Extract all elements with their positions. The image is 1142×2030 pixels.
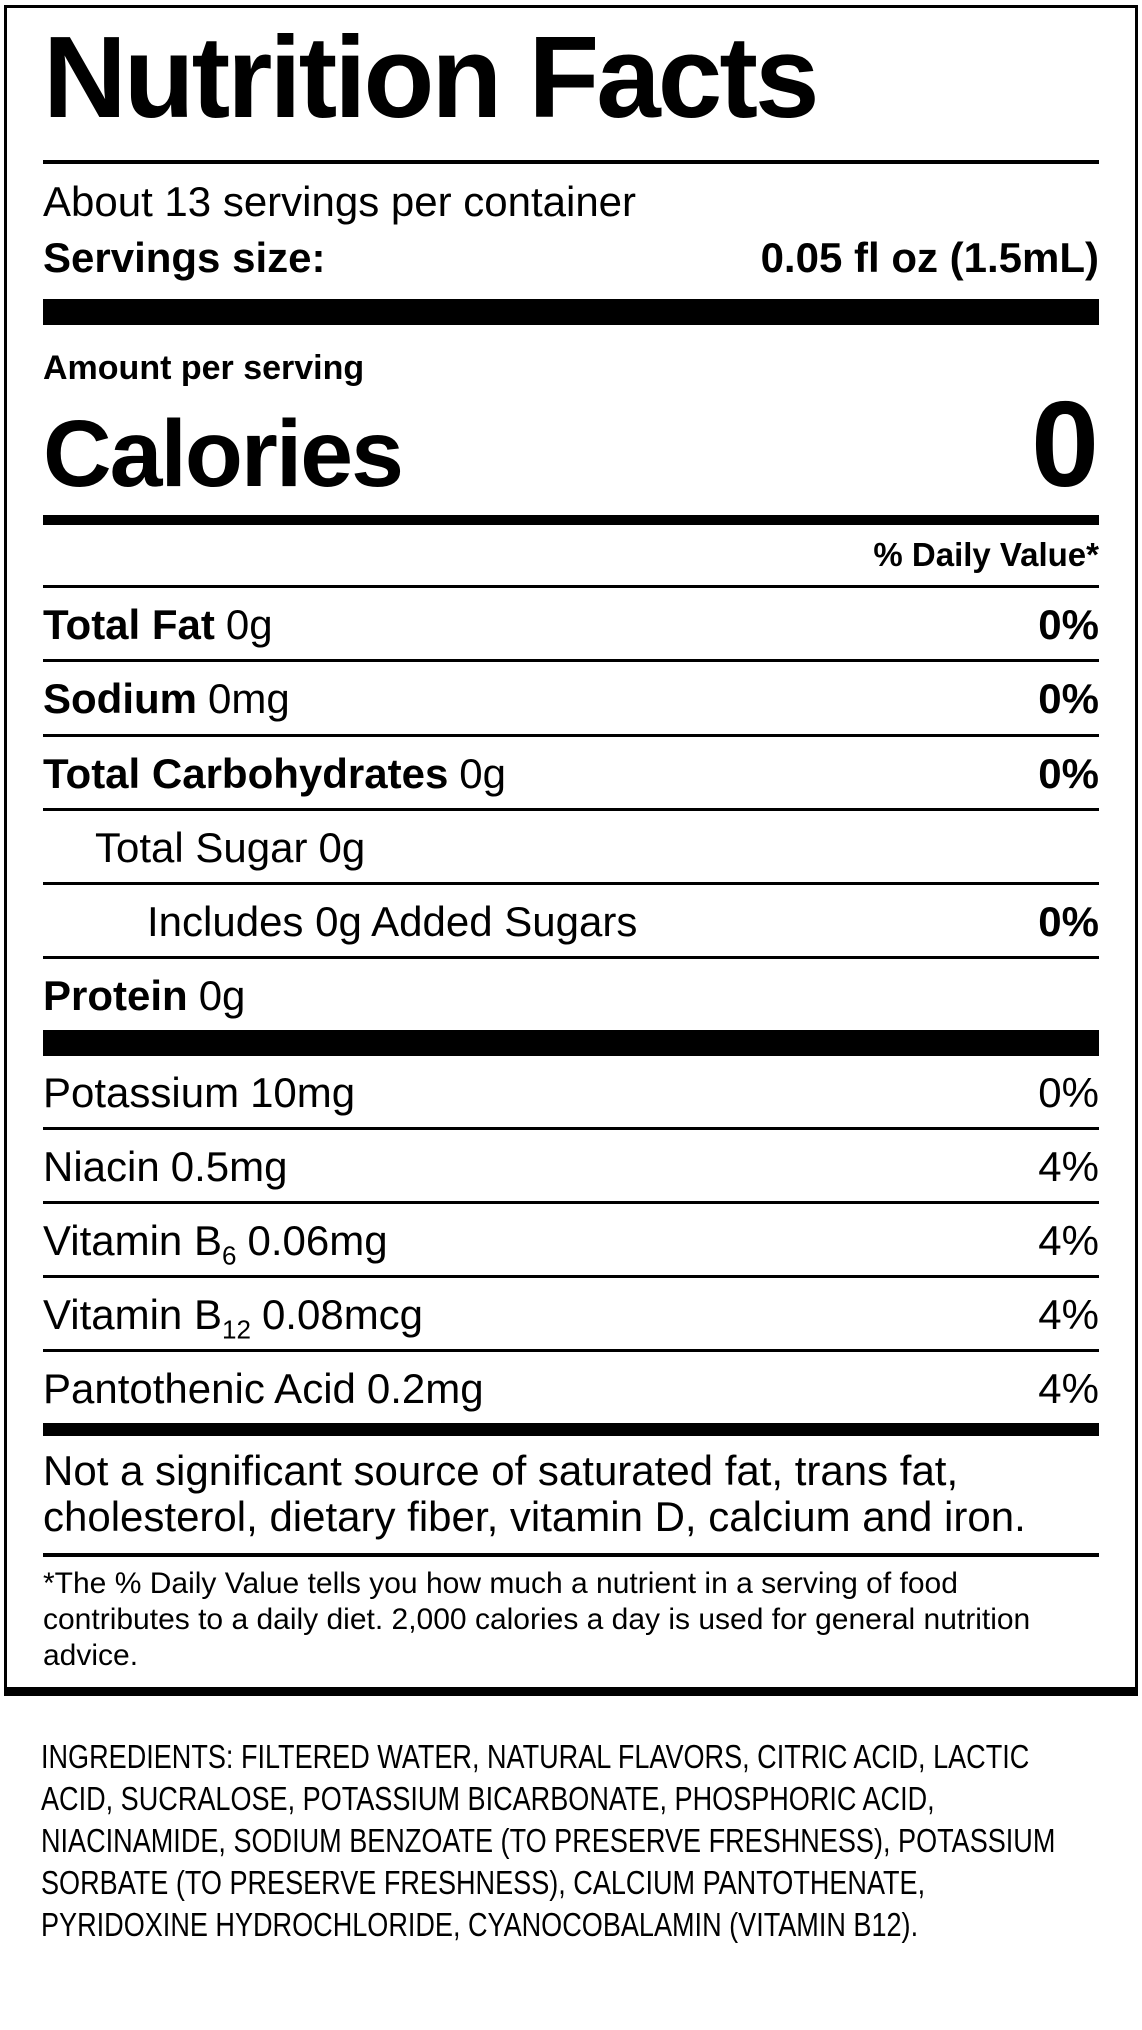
nutrient-row: Includes 0g Added Sugars 0%	[43, 885, 1099, 959]
nutrient-amount: 0g	[459, 749, 507, 797]
nutrient-percent: 4%	[1038, 1216, 1099, 1264]
nutrient-name: Vitamin B12 0.08mcg	[43, 1290, 424, 1345]
daily-value-footnote: *The % Daily Value tells you how much a …	[43, 1567, 1031, 1673]
nutrient-percent: 0%	[1038, 1068, 1099, 1116]
thick-divider-bar	[43, 299, 1099, 326]
nutrient-percent: 0%	[1038, 897, 1099, 945]
protein-divider-bar	[43, 1029, 1099, 1056]
nutrient-row: Total Carbohydrates 0g 0%	[43, 737, 1099, 811]
nutrient-amount: 0g	[318, 823, 366, 871]
nutrient-row: Niacin 0.5mg 4%	[43, 1130, 1099, 1204]
nutrient-row: Vitamin B6 0.06mg 4%	[43, 1204, 1099, 1278]
nutrient-amount: 0.08mcg	[261, 1290, 424, 1338]
nutrient-row: Vitamin B12 0.08mcg 4%	[43, 1278, 1099, 1352]
serving-size-label: Servings size:	[43, 234, 326, 282]
nutrient-name: Potassium 10mg	[43, 1068, 356, 1116]
nutrient-row: Potassium 10mg 0%	[43, 1056, 1099, 1130]
footnote-divider	[43, 1553, 1099, 1558]
daily-value-header: % Daily Value*	[43, 525, 1099, 589]
nutrient-amount: 0g	[225, 601, 273, 649]
servings-per-container: About 13 servings per container	[43, 178, 637, 226]
calories-row: Calories 0	[43, 376, 1099, 513]
nutrient-percent: 0%	[1038, 601, 1099, 649]
nutrient-row: Total Sugar 0g	[43, 811, 1099, 885]
not-significant-note: Not a significant source of saturated fa…	[43, 1446, 1026, 1540]
ingredients-text: INGREDIENTS: FILTERED WATER, NATURAL FLA…	[41, 1738, 1056, 1944]
nutrient-row: Total Fat 0g 0%	[43, 588, 1099, 663]
nutrient-name: Total Sugar 0g	[95, 823, 366, 871]
serving-size-row: Servings size: 0.05 fl oz (1.5mL)	[43, 230, 1099, 286]
nutrient-amount: 0.5mg	[170, 1142, 288, 1190]
nutrient-amount: 0mg	[208, 675, 290, 723]
nutrient-name: Total Fat 0g	[43, 601, 273, 649]
nutrient-name: Includes 0g Added Sugars	[147, 897, 638, 945]
vitamins-section: Potassium 10mg 0% Niacin 0.5mg 4% Vitamin …	[43, 1056, 1099, 1423]
nutrient-name: Sodium 0mg	[43, 675, 290, 723]
title-divider	[43, 160, 1099, 165]
nutrient-name: Total Carbohydrates 0g	[43, 749, 507, 797]
nutrient-percent: 0%	[1038, 675, 1099, 723]
nutrient-amount: 0.2mg	[366, 1364, 484, 1412]
calories-divider-bar	[43, 515, 1099, 526]
calories-label: Calories	[43, 401, 404, 508]
nutrient-percent: 4%	[1038, 1364, 1099, 1412]
nutrient-percent: 4%	[1038, 1142, 1099, 1190]
serving-size-value: 0.05 fl oz (1.5mL)	[760, 234, 1099, 282]
nutrient-amount: 0.06mg	[247, 1216, 388, 1264]
label-title: Nutrition Facts	[43, 12, 819, 142]
nutrient-row: Pantothenic Acid 0.2mg 4%	[43, 1352, 1099, 1423]
nutrient-name: Protein 0g	[43, 971, 246, 1019]
nutrient-row: Protein 0g	[43, 959, 1099, 1030]
nutrient-percent: 4%	[1038, 1290, 1099, 1338]
nutrient-amount: 10mg	[250, 1068, 356, 1116]
vitamins-divider-bar	[43, 1422, 1099, 1436]
nutrient-name: Vitamin B6 0.06mg	[43, 1216, 388, 1271]
amount-per-serving-label: Amount per serving	[43, 349, 365, 388]
nutrient-row: Sodium 0mg 0%	[43, 662, 1099, 737]
nutrient-percent: 0%	[1038, 749, 1099, 797]
nutrient-amount: 0g	[198, 971, 246, 1019]
nutrition-facts-label: Nutrition Facts About 13 servings per co…	[4, 5, 1138, 1697]
nutrient-name: Niacin 0.5mg	[43, 1142, 288, 1190]
nutrient-name: Pantothenic Acid 0.2mg	[43, 1364, 484, 1412]
main-nutrients-section: Total Fat 0g 0% Sodium 0mg 0% Total Carboh…	[43, 588, 1099, 1029]
calories-value: 0	[1031, 376, 1099, 513]
